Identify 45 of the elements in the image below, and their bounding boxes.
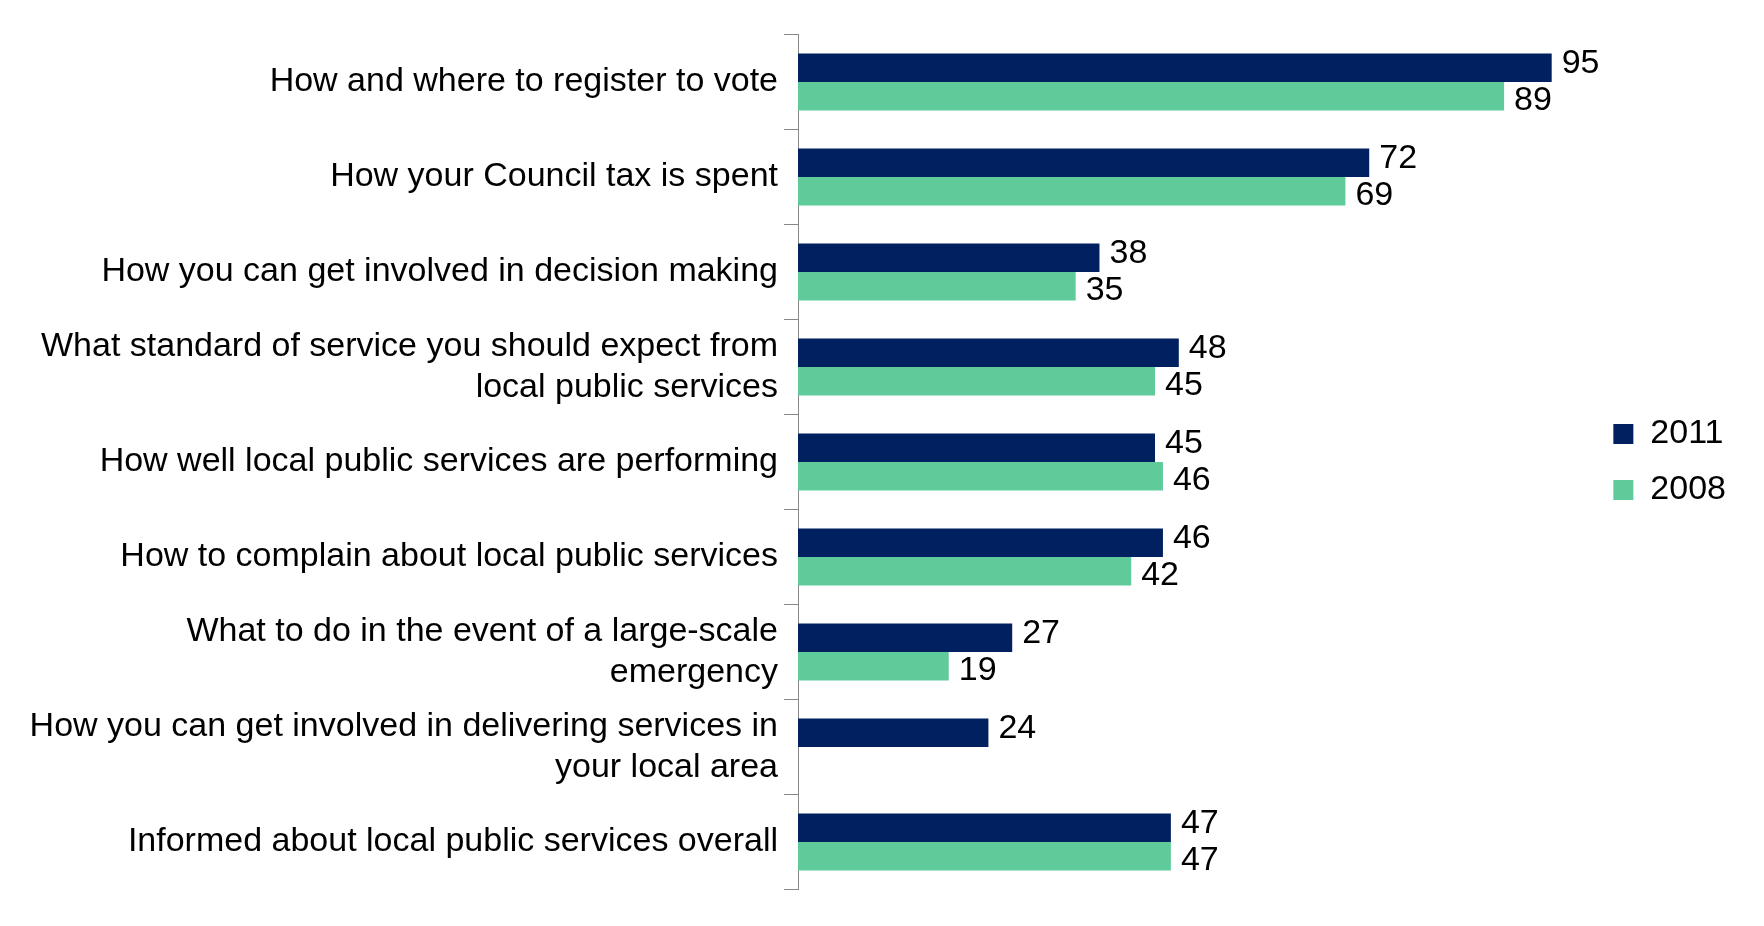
y-tick-label: How your Council tax is spent [330,155,779,194]
data-label: 27 [1022,612,1061,651]
bar [798,462,1163,491]
bar [798,271,1076,301]
bar [798,366,1156,396]
data-label: 35 [1085,268,1124,307]
bar [798,338,1179,367]
legend-label: 2011 [1650,412,1724,451]
data-label: 48 [1188,327,1227,366]
data-label: 89 [1514,78,1552,117]
data-label: 72 [1379,137,1418,176]
bar [798,243,1100,272]
bar [798,718,989,748]
bar [798,623,1013,653]
y-tick-label: How you can get involved in decision making [101,250,778,289]
bar [798,842,1171,871]
y-tick-label: What standard of service you should expect from local public services [40,324,778,404]
data-label: 95 [1561,42,1600,81]
y-tick-label: What to do in the event of a large-scale emergency [186,610,778,689]
data-label: 42 [1141,553,1180,592]
bar [798,53,1552,82]
y-tick-label: How well local public services are performing [99,440,778,479]
bar [798,813,1171,843]
y-tick-label: How and where to register to vote [269,60,778,99]
bar [798,557,1132,586]
y-tick-label: How you can get involved in delivering services in your local area [29,705,779,784]
legend-label: 2008 [1650,468,1726,507]
data-label: 24 [998,707,1037,746]
bar [798,652,949,681]
data-label: 46 [1172,458,1211,497]
bar [798,148,1370,177]
data-label: 69 [1355,173,1394,212]
data-label: 19 [958,648,997,687]
y-tick-label: How to complain about local public services [120,535,778,574]
data-label: 47 [1180,802,1219,841]
data-label: 45 [1165,363,1203,402]
data-label: 45 [1165,422,1203,461]
data-label: 46 [1172,517,1211,556]
data-label: 47 [1180,838,1219,877]
bar [798,176,1346,206]
bar [798,528,1163,558]
y-tick-label: Informed about local public services overall [127,820,778,859]
bar [798,81,1505,111]
data-label: 38 [1109,232,1148,271]
bar [798,433,1156,462]
